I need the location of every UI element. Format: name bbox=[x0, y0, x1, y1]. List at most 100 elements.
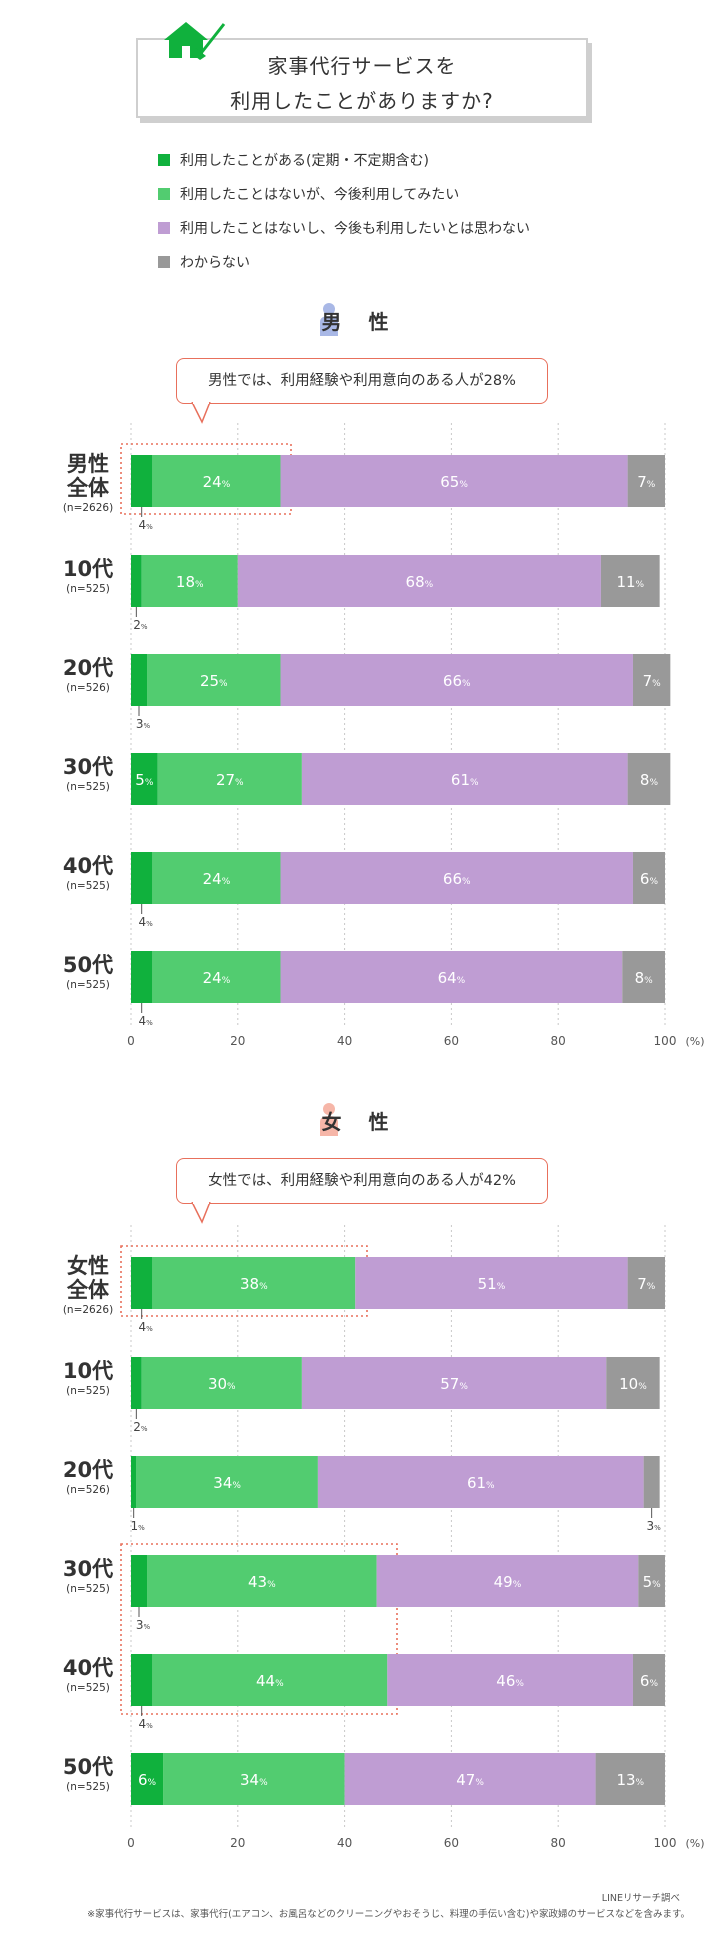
highlight-box bbox=[120, 1543, 398, 1715]
bar-segment bbox=[131, 1555, 148, 1607]
row-label-line1: 40代 bbox=[62, 1656, 114, 1680]
bar-segment bbox=[147, 1555, 377, 1607]
data-label: 5% bbox=[643, 1573, 662, 1591]
data-label: 27% bbox=[216, 771, 244, 789]
data-label: 11% bbox=[616, 573, 644, 591]
female-row-label-3: 30代 (n=525) bbox=[38, 1557, 138, 1595]
data-label: 38% bbox=[240, 1275, 268, 1293]
data-label: 24% bbox=[203, 473, 231, 491]
chart-title-box: 家事代行サービスを 利用したことがありますか? bbox=[136, 38, 588, 118]
bar-segment bbox=[606, 1357, 660, 1409]
bar-segment bbox=[632, 654, 671, 706]
female-row-label-5: 50代 (n=525) bbox=[38, 1755, 138, 1793]
row-n: (n=525) bbox=[66, 880, 110, 892]
legend-label: 利用したことはないが、今後利用してみたい bbox=[180, 187, 460, 203]
male-person-icon bbox=[320, 303, 338, 336]
male-callout-tail bbox=[191, 402, 211, 424]
bar-segment bbox=[163, 1753, 345, 1805]
data-label: 34% bbox=[240, 1771, 268, 1789]
x-tick-label: 20 bbox=[230, 1034, 245, 1048]
x-axis-unit: (%) bbox=[685, 1837, 704, 1850]
data-label: 25% bbox=[200, 672, 228, 690]
row-n: (n=525) bbox=[66, 583, 110, 595]
row-n: (n=2626) bbox=[62, 502, 114, 514]
bar-segment bbox=[131, 753, 158, 805]
row-label-line1: 30代 bbox=[62, 755, 114, 779]
data-label: 4% bbox=[139, 915, 154, 929]
row-label-line1: 女性 bbox=[67, 1254, 109, 1278]
bar-segment bbox=[131, 852, 153, 904]
data-label: 4% bbox=[139, 1014, 154, 1028]
bar-segment bbox=[136, 1456, 318, 1508]
female-person-icon bbox=[320, 1103, 338, 1136]
data-label: 4% bbox=[139, 1717, 154, 1731]
data-label: 66% bbox=[443, 870, 471, 888]
bar-segment bbox=[152, 1654, 388, 1706]
x-tick-label: 20 bbox=[230, 1836, 245, 1850]
bar-segment bbox=[301, 1357, 607, 1409]
legend-item-unknown: わからない bbox=[158, 252, 530, 272]
male-row-label-0: 男性 全体 (n=2626) bbox=[38, 452, 138, 514]
data-label: 7% bbox=[643, 672, 662, 690]
x-tick-label: 80 bbox=[551, 1836, 566, 1850]
row-n: (n=526) bbox=[66, 1484, 110, 1496]
bar-segment bbox=[131, 1357, 142, 1409]
bar-segment bbox=[280, 852, 633, 904]
data-label: 4% bbox=[139, 518, 154, 532]
bar-segment bbox=[147, 654, 281, 706]
data-label: 6% bbox=[138, 1771, 157, 1789]
data-label: 66% bbox=[443, 672, 471, 690]
data-label: 46% bbox=[496, 1672, 524, 1690]
data-label: 2% bbox=[133, 1420, 148, 1434]
bar-segment bbox=[627, 1257, 665, 1309]
male-row-label-3: 30代 (n=525) bbox=[38, 755, 138, 793]
row-label-line1: 10代 bbox=[62, 557, 114, 581]
legend-swatch-used bbox=[158, 154, 170, 166]
source-note: LINEリサーチ調べ bbox=[601, 1893, 680, 1904]
legend-item-used: 利用したことがある(定期・不定期含む) bbox=[158, 150, 530, 170]
row-n: (n=525) bbox=[66, 1781, 110, 1793]
bar-segment bbox=[355, 1257, 628, 1309]
data-label: 34% bbox=[213, 1474, 241, 1492]
row-n: (n=525) bbox=[66, 1682, 110, 1694]
data-label: 2% bbox=[133, 618, 148, 632]
bar-segment bbox=[237, 555, 601, 607]
bar-segment bbox=[131, 455, 153, 507]
data-label: 7% bbox=[637, 1275, 656, 1293]
data-label: 51% bbox=[478, 1275, 506, 1293]
bar-segment bbox=[280, 455, 628, 507]
male-callout: 男性では、利用経験や利用意向のある人が28% bbox=[176, 358, 548, 404]
data-label: 65% bbox=[440, 473, 468, 491]
legend-swatch-no bbox=[158, 222, 170, 234]
data-label: 49% bbox=[494, 1573, 522, 1591]
x-axis-unit: (%) bbox=[685, 1035, 704, 1048]
bar-segment bbox=[638, 1555, 665, 1607]
legend-item-no: 利用したことはないし、今後も利用したいとは思わない bbox=[158, 218, 530, 238]
data-label: 1% bbox=[131, 1519, 146, 1533]
bar-segment bbox=[387, 1654, 633, 1706]
bar-segment bbox=[141, 1357, 302, 1409]
x-tick-label: 0 bbox=[127, 1034, 135, 1048]
data-label: 7% bbox=[637, 473, 656, 491]
male-row-label-1: 10代 (n=525) bbox=[38, 557, 138, 595]
legend-label: わからない bbox=[180, 255, 250, 271]
data-label: 6% bbox=[640, 870, 659, 888]
bar-segment bbox=[301, 753, 628, 805]
x-tick-label: 40 bbox=[337, 1836, 352, 1850]
data-label: 61% bbox=[467, 1474, 495, 1492]
x-tick-label: 60 bbox=[444, 1836, 459, 1850]
row-label-line1: 10代 bbox=[62, 1359, 114, 1383]
title-line-2: 利用したことがありますか? bbox=[230, 89, 494, 113]
legend-item-want: 利用したことはないが、今後利用してみたい bbox=[158, 184, 530, 204]
male-row-label-2: 20代 (n=526) bbox=[38, 656, 138, 694]
row-n: (n=525) bbox=[66, 1385, 110, 1397]
female-callout: 女性では、利用経験や利用意向のある人が42% bbox=[176, 1158, 548, 1204]
bar-segment bbox=[152, 1257, 356, 1309]
row-n: (n=525) bbox=[66, 1583, 110, 1595]
bar-segment bbox=[141, 555, 238, 607]
data-label: 13% bbox=[616, 1771, 644, 1789]
bar-segment bbox=[152, 455, 281, 507]
row-label-line2: 全体 bbox=[67, 476, 109, 500]
female-row-label-2: 20代 (n=526) bbox=[38, 1458, 138, 1496]
